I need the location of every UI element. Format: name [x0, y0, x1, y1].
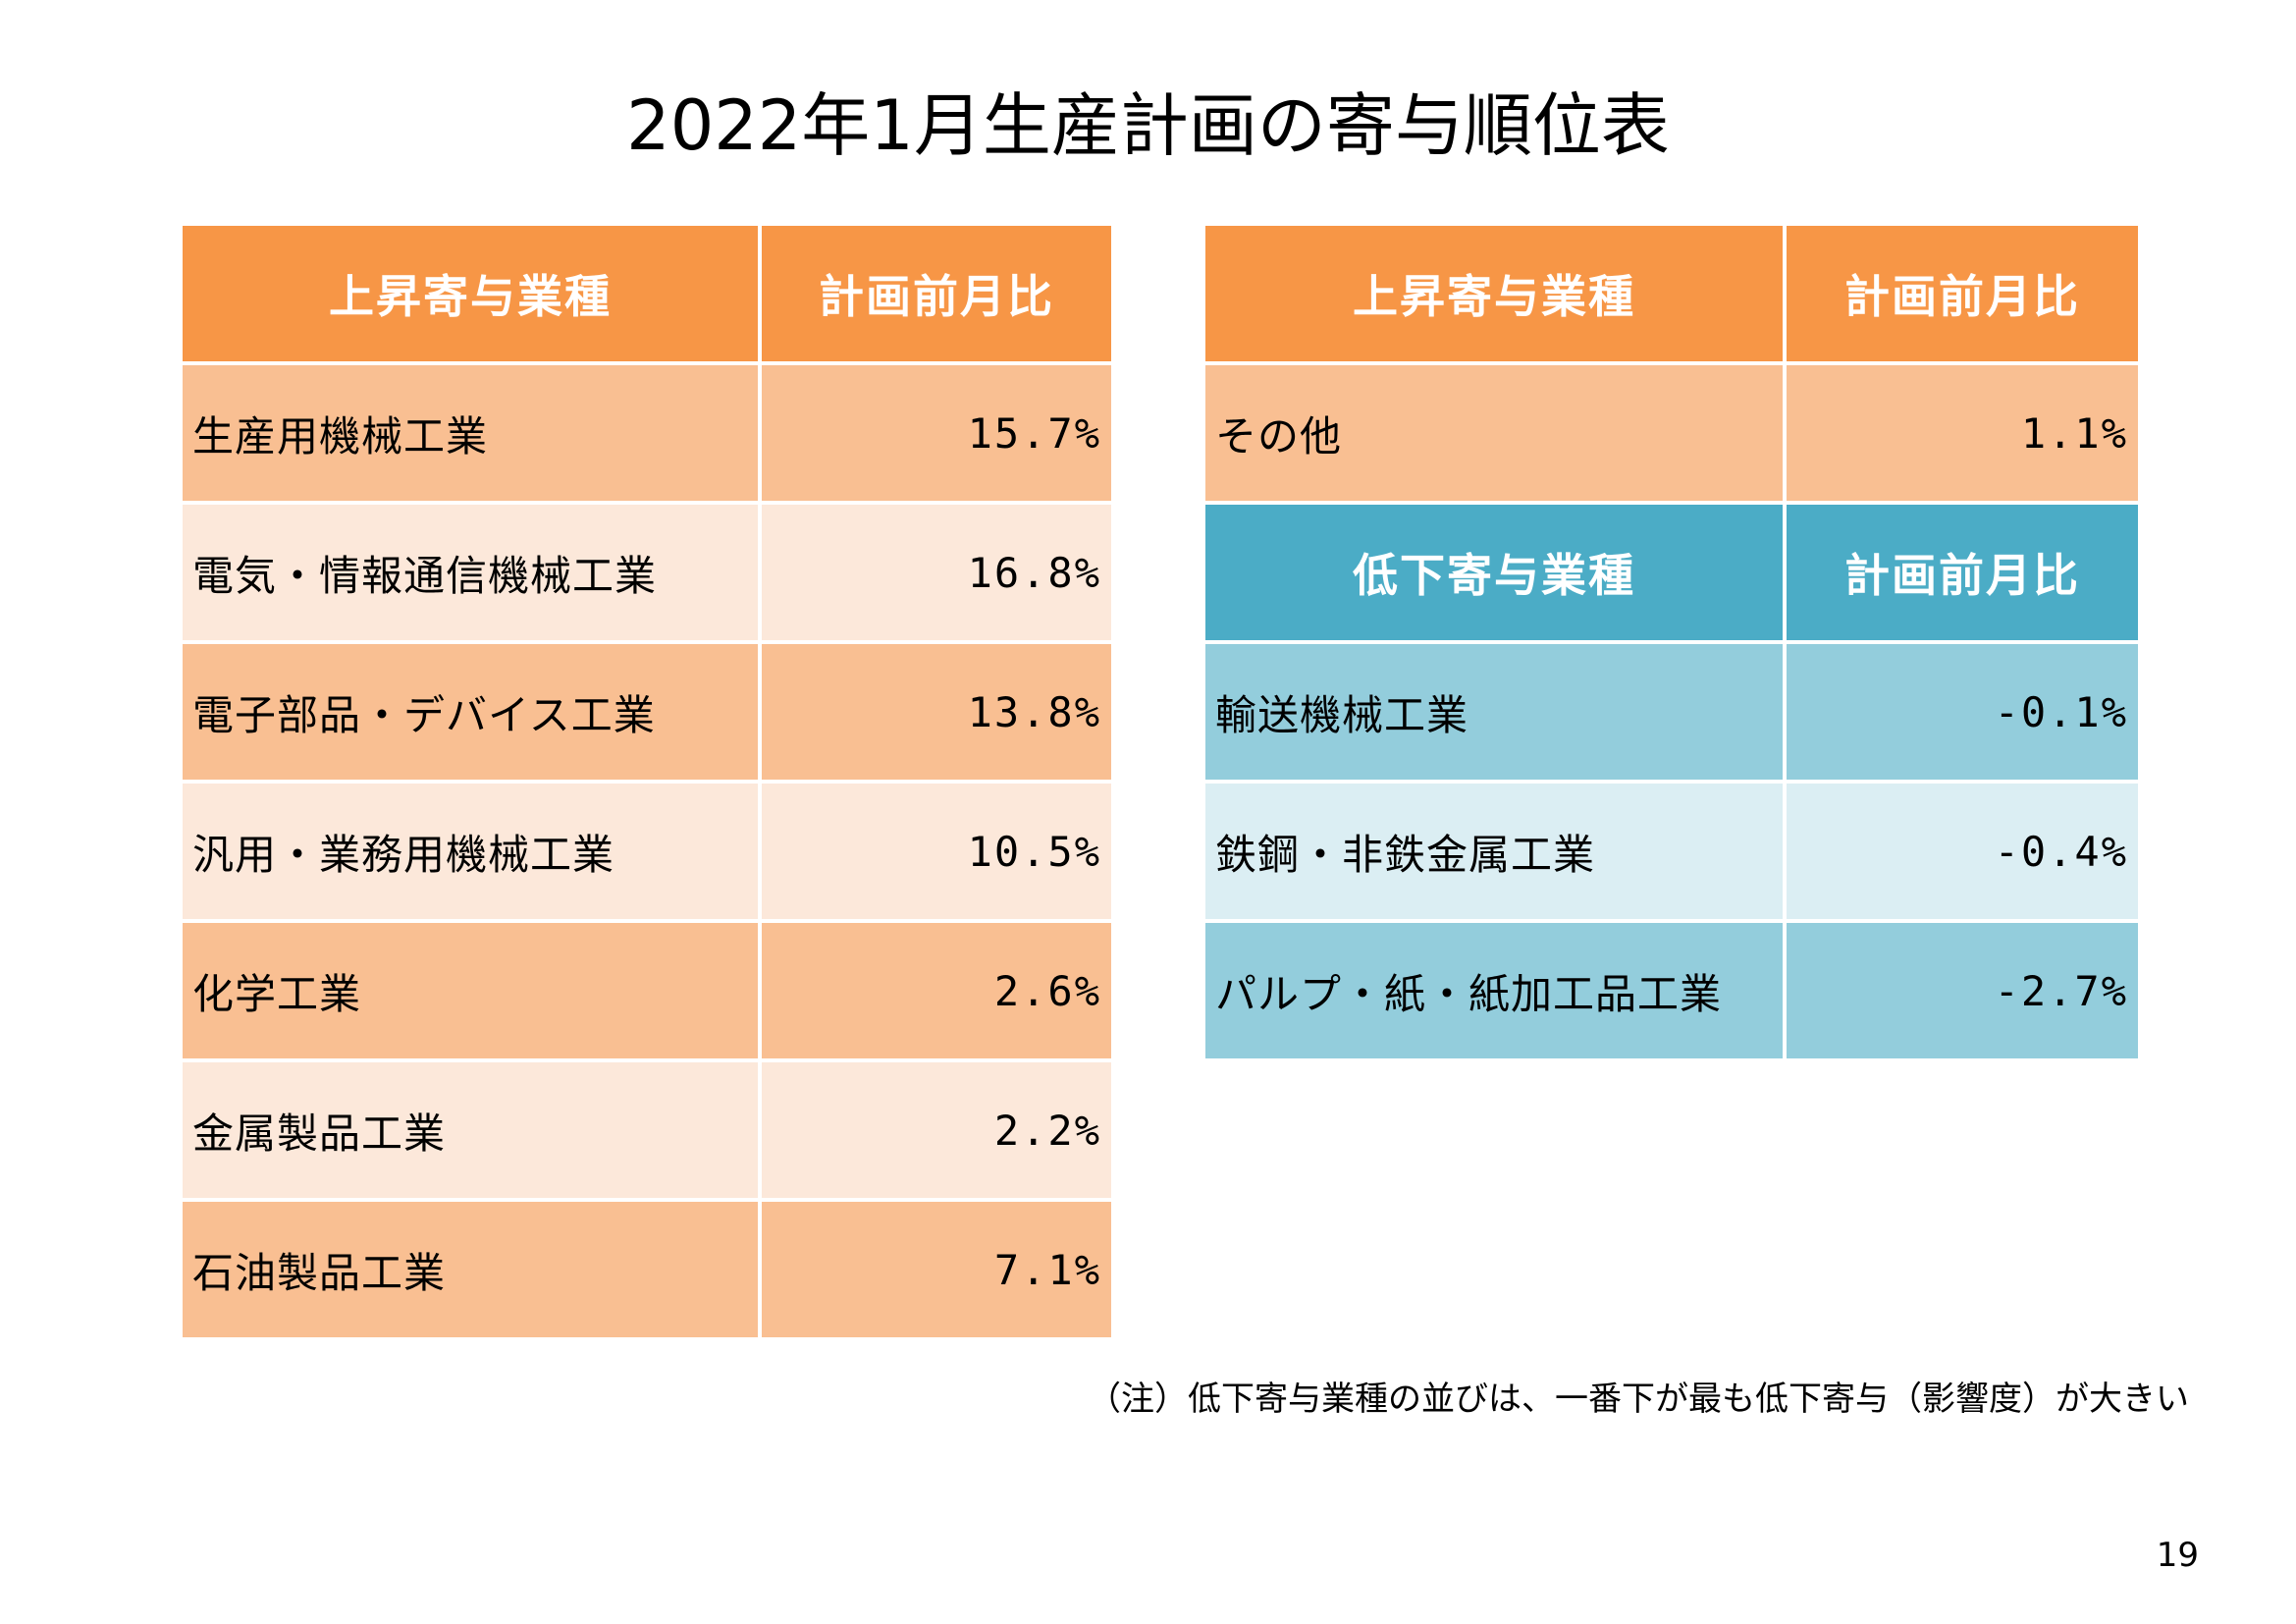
- mom-change-value: 1.1%: [1787, 365, 2138, 505]
- industry-name: 電子部品・デバイス工業: [183, 644, 762, 784]
- mom-change-value: -2.7%: [1787, 923, 2138, 1062]
- table-row: 輸送機械工業 -0.1%: [1205, 644, 2138, 784]
- table-header-row: 上昇寄与業種 計画前月比: [1205, 226, 2138, 365]
- table-row: 化学工業 2.6%: [183, 923, 1111, 1062]
- table-row: 石油製品工業 7.1%: [183, 1202, 1111, 1341]
- table-row: 生産用機械工業 15.7%: [183, 365, 1111, 505]
- mom-change-value: 13.8%: [762, 644, 1111, 784]
- column-header-mom-change: 計画前月比: [1787, 226, 2138, 365]
- mom-change-value: 2.2%: [762, 1062, 1111, 1202]
- mom-change-value: -0.1%: [1787, 644, 2138, 784]
- page-number: 19: [2156, 1536, 2199, 1575]
- industry-name: 生産用機械工業: [183, 365, 762, 505]
- industry-name: その他: [1205, 365, 1787, 505]
- column-header-industry: 上昇寄与業種: [183, 226, 762, 365]
- table-row: 電気・情報通信機械工業 16.8%: [183, 505, 1111, 644]
- mom-change-value: -0.4%: [1787, 784, 2138, 923]
- industry-name: 電気・情報通信機械工業: [183, 505, 762, 644]
- table-header-row: 低下寄与業種 計画前月比: [1205, 505, 2138, 644]
- column-header-rise-industry: 上昇寄与業種: [1205, 226, 1787, 365]
- industry-name: 鉄鋼・非鉄金属工業: [1205, 784, 1787, 923]
- column-header-mom-change: 計画前月比: [1787, 505, 2138, 644]
- table-row: パルプ・紙・紙加工品工業 -2.7%: [1205, 923, 2138, 1062]
- industry-name: パルプ・紙・紙加工品工業: [1205, 923, 1787, 1062]
- mom-change-value: 2.6%: [762, 923, 1111, 1062]
- table-row: 電子部品・デバイス工業 13.8%: [183, 644, 1111, 784]
- table-row: その他 1.1%: [1205, 365, 2138, 505]
- industry-name: 汎用・業務用機械工業: [183, 784, 762, 923]
- table-row: 鉄鋼・非鉄金属工業 -0.4%: [1205, 784, 2138, 923]
- industry-name: 石油製品工業: [183, 1202, 762, 1341]
- column-header-fall-industry: 低下寄与業種: [1205, 505, 1787, 644]
- mom-change-value: 10.5%: [762, 784, 1111, 923]
- rise-contribution-table: 上昇寄与業種 計画前月比 生産用機械工業 15.7% 電気・情報通信機械工業 1…: [183, 226, 1111, 1341]
- industry-name: 化学工業: [183, 923, 762, 1062]
- industry-name: 輸送機械工業: [1205, 644, 1787, 784]
- footnote: （注）低下寄与業種の並びは、一番下が最も低下寄与（影響度）が大きい: [1088, 1380, 2189, 1419]
- column-header-mom-change: 計画前月比: [762, 226, 1111, 365]
- industry-name: 金属製品工業: [183, 1062, 762, 1202]
- table-header-row: 上昇寄与業種 計画前月比: [183, 226, 1111, 365]
- mom-change-value: 15.7%: [762, 365, 1111, 505]
- table-row: 汎用・業務用機械工業 10.5%: [183, 784, 1111, 923]
- mom-change-value: 7.1%: [762, 1202, 1111, 1341]
- page-title: 2022年1月生産計画の寄与順位表: [626, 85, 1670, 166]
- mom-change-value: 16.8%: [762, 505, 1111, 644]
- table-row: 金属製品工業 2.2%: [183, 1062, 1111, 1202]
- rise-fall-contribution-table: 上昇寄与業種 計画前月比 その他 1.1% 低下寄与業種 計画前月比 輸送機械工…: [1205, 226, 2138, 1062]
